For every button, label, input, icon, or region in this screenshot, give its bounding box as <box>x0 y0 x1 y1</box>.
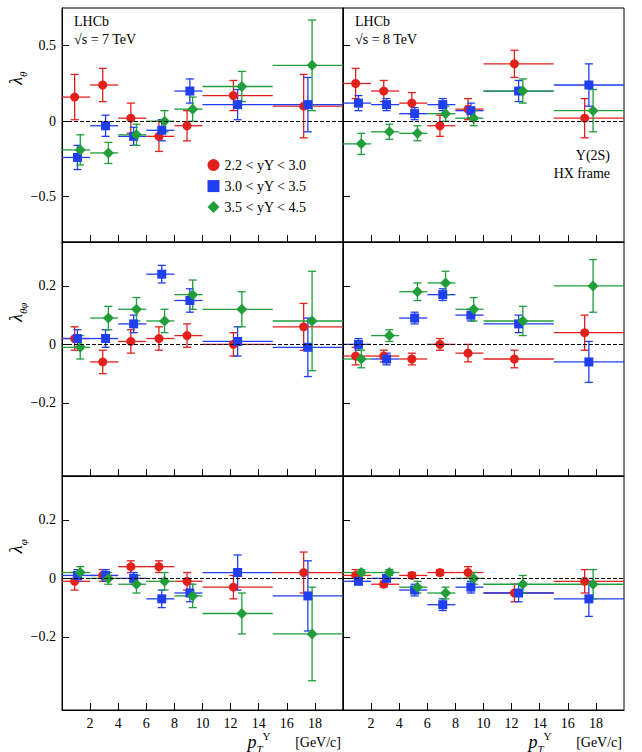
svg-text:[GeV/c]: [GeV/c] <box>295 735 341 750</box>
svg-text:T: T <box>256 743 263 752</box>
svg-text:12: 12 <box>224 716 238 731</box>
svg-text:λ: λ <box>6 545 26 554</box>
svg-text:λ: λ <box>6 77 26 86</box>
svg-text:−0.5: −0.5 <box>31 189 56 204</box>
svg-text:√s = 7 TeV: √s = 7 TeV <box>74 32 136 47</box>
svg-text:4: 4 <box>115 716 122 731</box>
svg-text:18: 18 <box>589 716 603 731</box>
svg-text:0: 0 <box>49 114 56 129</box>
svg-text:p: p <box>245 732 256 752</box>
svg-text:10: 10 <box>196 716 210 731</box>
svg-text:p: p <box>526 732 537 752</box>
svg-text:φ: φ <box>17 539 29 545</box>
svg-text:14: 14 <box>252 716 266 731</box>
svg-text:6: 6 <box>424 716 431 731</box>
svg-text:Υ: Υ <box>544 730 552 742</box>
svg-text:LHCb: LHCb <box>74 14 109 29</box>
svg-text:0: 0 <box>49 337 56 352</box>
svg-text:2: 2 <box>368 716 375 731</box>
svg-text:4: 4 <box>396 716 403 731</box>
svg-text:HX frame: HX frame <box>554 166 610 181</box>
svg-text:λ: λ <box>6 314 26 323</box>
svg-text:18: 18 <box>308 716 322 731</box>
svg-text:2: 2 <box>87 716 94 731</box>
svg-text:14: 14 <box>533 716 547 731</box>
svg-text:12: 12 <box>505 716 519 731</box>
svg-text:0.2: 0.2 <box>39 512 57 527</box>
svg-text:3.5 < yΥ < 4.5: 3.5 < yΥ < 4.5 <box>225 200 306 215</box>
svg-text:θφ: θφ <box>17 303 29 315</box>
svg-text:θ: θ <box>17 71 29 77</box>
svg-text:Υ(2S): Υ(2S) <box>576 148 611 164</box>
svg-text:[GeV/c]: [GeV/c] <box>576 735 622 750</box>
svg-text:2.2 < yΥ < 3.0: 2.2 < yΥ < 3.0 <box>225 158 306 173</box>
svg-text:0.2: 0.2 <box>39 278 57 293</box>
svg-text:3.0 < yΥ < 3.5: 3.0 < yΥ < 3.5 <box>225 179 306 194</box>
svg-text:−0.2: −0.2 <box>31 629 56 644</box>
svg-text:0: 0 <box>49 571 56 586</box>
svg-text:√s = 8 TeV: √s = 8 TeV <box>355 32 417 47</box>
svg-text:T: T <box>537 743 544 752</box>
svg-text:6: 6 <box>143 716 150 731</box>
svg-text:16: 16 <box>280 716 294 731</box>
svg-text:LHCb: LHCb <box>355 14 390 29</box>
svg-text:16: 16 <box>561 716 575 731</box>
svg-text:10: 10 <box>477 716 491 731</box>
svg-text:0.5: 0.5 <box>39 38 57 53</box>
svg-text:8: 8 <box>452 716 459 731</box>
svg-text:Υ: Υ <box>263 730 271 742</box>
svg-text:−0.2: −0.2 <box>31 395 56 410</box>
svg-text:8: 8 <box>171 716 178 731</box>
